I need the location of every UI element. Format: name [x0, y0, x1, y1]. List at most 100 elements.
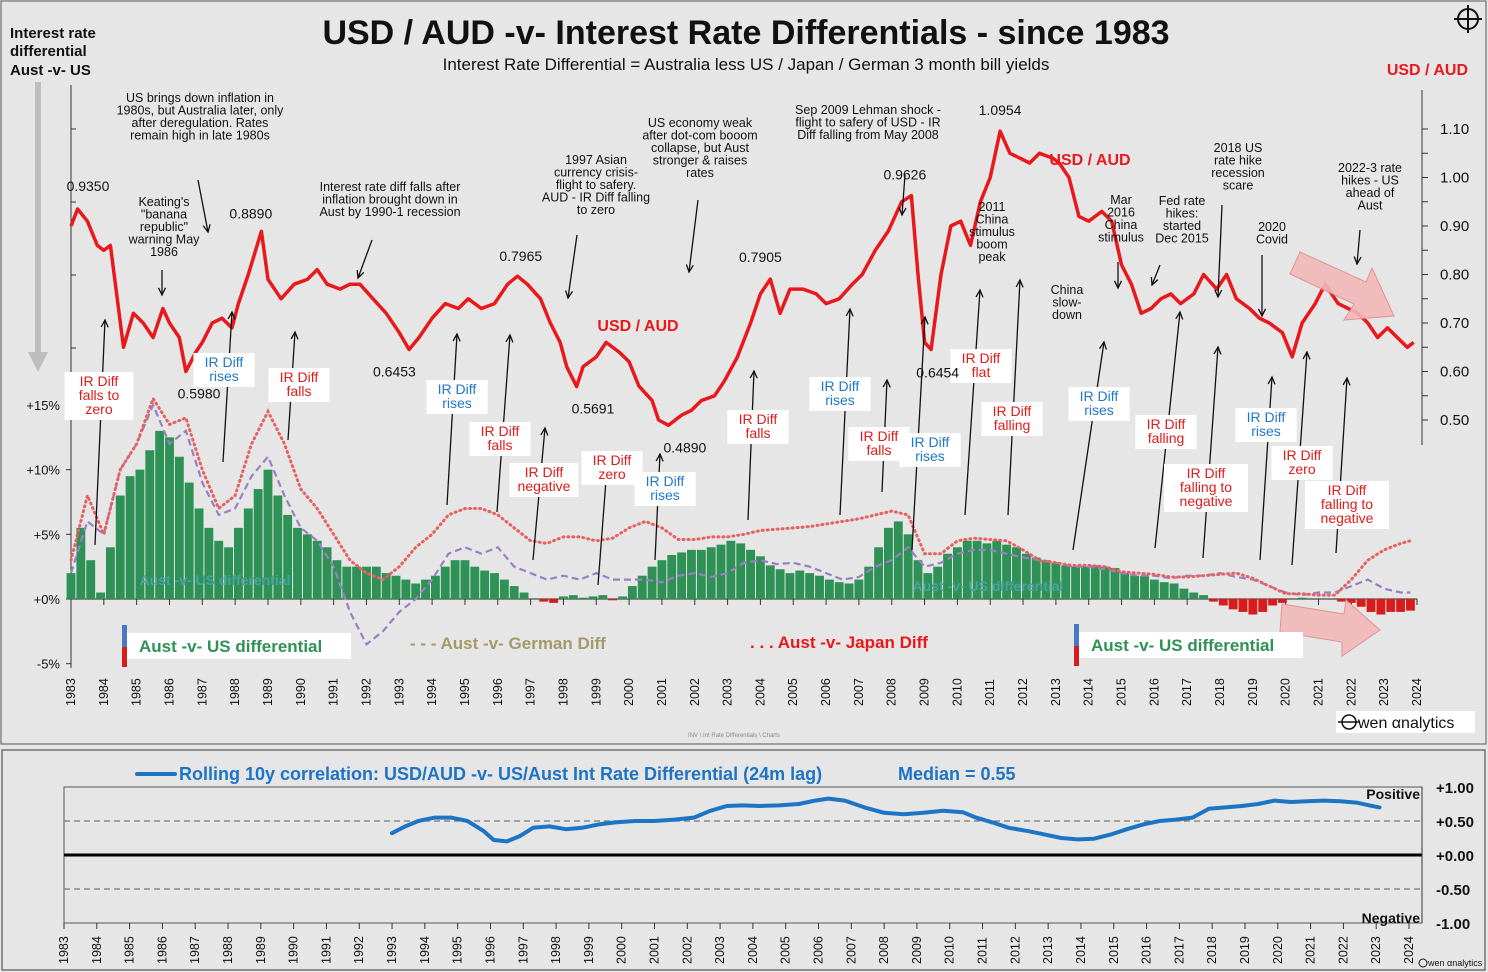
ir-diff-box-bg: [1164, 464, 1248, 512]
us-diff-bar: [854, 579, 864, 599]
ir-diff-box-line: IR Diff: [280, 369, 319, 385]
annotation-note-line: "banana: [141, 208, 187, 222]
ir-diff-box-line: rises: [209, 368, 239, 384]
left-y-tick-label: +5%: [34, 527, 61, 542]
us-diff-bar: [421, 579, 430, 599]
annotation-note-line: peak: [978, 250, 1006, 264]
us-diff-bar: [568, 595, 578, 599]
annotation-arrow-head: [540, 426, 549, 436]
ir-diff-box-line: IR Diff: [821, 378, 860, 394]
correlation-x-tick-label: 2013: [1041, 936, 1055, 964]
us-diff-bar: [273, 495, 283, 599]
us-diff-bar: [1346, 599, 1356, 603]
legend-german-label: - - - Aust -v- German Diff: [410, 634, 606, 653]
value-label: 0.7905: [739, 249, 782, 265]
us-diff-bar: [1268, 599, 1277, 606]
correlation-x-tick-label: 2006: [812, 936, 826, 964]
us-diff-bar: [460, 560, 470, 599]
ir-diff-box-line: IR Diff: [438, 381, 477, 397]
ir-diff-box-line: IR Diff: [993, 403, 1032, 419]
annotation-arrow-head: [1257, 308, 1267, 318]
ir-diff-box-bg: [1135, 415, 1197, 449]
x-tick-label: 2022: [1344, 678, 1358, 706]
correlation-x-tick-label: 2015: [1107, 936, 1121, 964]
us-diff-bar: [174, 456, 184, 599]
x-tick-label: 1999: [589, 678, 603, 706]
correlation-y-tick-label: +0.50: [1436, 814, 1474, 831]
ir-diff-box-line: IR Diff: [1247, 409, 1286, 425]
value-label: 0.9626: [883, 167, 926, 183]
annotation-note-line: Sep 2009 Lehman shock -: [795, 103, 941, 117]
x-tick-label: 2010: [950, 678, 964, 706]
us-diff-bar: [1130, 575, 1140, 599]
us-diff-bar: [618, 596, 627, 599]
ir-diff-box-bg: [1235, 408, 1297, 442]
us-diff-bar: [716, 544, 726, 599]
annotation-note-line: remain high in late 1980s: [130, 129, 270, 143]
us-diff-bar: [480, 570, 490, 599]
annotation-note-line: flight to safery.: [556, 178, 636, 192]
us-diff-bar: [391, 575, 401, 599]
annotation-note-line: stimulus: [969, 225, 1015, 239]
us-diff-bar: [913, 560, 923, 599]
correlation-x-tick-label: 1997: [516, 936, 530, 964]
us-diff-bar: [1258, 599, 1268, 612]
legend-us-diff-label: Aust -v- US differential: [139, 637, 322, 656]
correlation-x-tick-label: 1998: [549, 936, 563, 964]
annotation-note-line: to zero: [577, 203, 615, 217]
annotation-arrow: [1259, 376, 1273, 561]
correlation-chart-background: [0, 746, 1488, 972]
left-y-tick-label: +0%: [34, 592, 61, 607]
ir-diff-box-bg: [981, 402, 1043, 436]
correlation-x-tick-label: 2000: [615, 936, 629, 964]
ir-diff-box-line: rises: [1251, 423, 1281, 439]
annotation-note-line: hikes - US: [1341, 174, 1399, 188]
annotation-note-line: Aust: [1357, 199, 1383, 213]
x-tick-label: 2015: [1115, 678, 1129, 706]
us-diff-bar: [755, 556, 765, 599]
diff-series-label: Aust -v- US differential: [913, 578, 1064, 594]
annotation-arrow-head: [100, 318, 109, 328]
us-diff-bar: [1041, 560, 1051, 599]
correlation-x-tick-label: 2012: [1008, 936, 1022, 964]
annotation-arrow: [1356, 229, 1361, 265]
us-diff-bar: [775, 569, 785, 599]
value-labels: 0.9350 0.5980 0.8890 0.6453 0.7965 0.5691 0.48…: [67, 102, 1131, 594]
annotation-arrow: [567, 234, 578, 299]
us-diff-bar: [224, 547, 234, 599]
annotation-arrow-head: [202, 224, 211, 234]
x-tick-label: 2021: [1312, 678, 1326, 706]
us-diff-bar: [1061, 565, 1071, 599]
us-diff-bar: [293, 527, 302, 599]
annotation-note-line: China: [1051, 283, 1084, 297]
right-axis-title: USD / AUD: [1387, 62, 1468, 79]
legend-japan-label: . . . Aust -v- Japan Diff: [750, 633, 928, 652]
us-diff-bar: [657, 560, 667, 599]
annotation-note-line: warning May: [128, 233, 201, 247]
ir-diff-box-line: zero: [1288, 461, 1315, 477]
value-label: 0.6453: [373, 364, 416, 380]
annotation-arrow-head: [655, 452, 664, 462]
us-diff-bar: [194, 508, 204, 599]
us-diff-bar: [86, 560, 96, 599]
x-tick-label: 1992: [359, 678, 373, 706]
annotation-note-line: rates: [686, 166, 714, 180]
annotation-arrow: [654, 453, 661, 561]
ir-diff-box-line: rises: [1084, 402, 1114, 418]
ir-diff-box-line: IR Diff: [593, 452, 632, 468]
us-diff-bar: [322, 547, 332, 599]
correlation-x-tick-label: 1992: [352, 936, 366, 964]
us-diff-bar: [352, 566, 362, 599]
x-tick-label: 1988: [228, 678, 242, 706]
correlation-x-tick-label: 2017: [1172, 936, 1186, 964]
annotation-note-line: inflation brought down in: [322, 193, 458, 207]
annotation-note-line: stimulus: [1098, 231, 1144, 245]
value-label: 0.7965: [499, 248, 542, 264]
correlation-line: [390, 796, 1382, 844]
